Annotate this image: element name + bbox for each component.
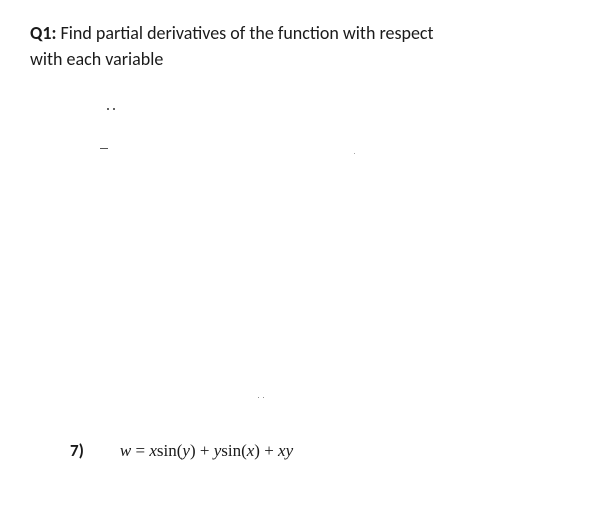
eq-sin-open: sin( [221, 441, 247, 460]
problem-number: 7) [70, 440, 84, 461]
dot-icon [107, 108, 109, 110]
artifact-dots [258, 397, 264, 398]
eq-sin-open: sin( [157, 441, 183, 460]
dot-icon [354, 153, 355, 154]
question-block: Q1: Find partial derivatives of the func… [30, 22, 560, 70]
eq-equals: = [131, 441, 149, 460]
artifact-dash [100, 148, 108, 149]
problem-row: 7) w = xsin(y) + ysin(x) + xy [70, 440, 293, 461]
artifact-dots [354, 153, 355, 154]
dot-icon [263, 397, 264, 398]
dot-icon [258, 397, 259, 398]
eq-close-plus: ) + [254, 441, 278, 460]
eq-var-y: y [182, 441, 190, 460]
question-text-2: with each variable [30, 48, 560, 70]
eq-var-x: x [278, 441, 286, 460]
eq-var-w: w [120, 441, 131, 460]
dot-icon [113, 108, 115, 110]
equation: w = xsin(y) + ysin(x) + xy [120, 441, 293, 461]
eq-close-plus: ) + [190, 441, 214, 460]
question-label: Q1: [30, 22, 56, 44]
eq-var-x: x [149, 441, 157, 460]
question-line-1: Q1: Find partial derivatives of the func… [30, 22, 560, 44]
question-text-1: Find partial derivatives of the function… [56, 22, 433, 44]
artifact-dots [107, 108, 115, 110]
eq-var-y: y [286, 441, 294, 460]
